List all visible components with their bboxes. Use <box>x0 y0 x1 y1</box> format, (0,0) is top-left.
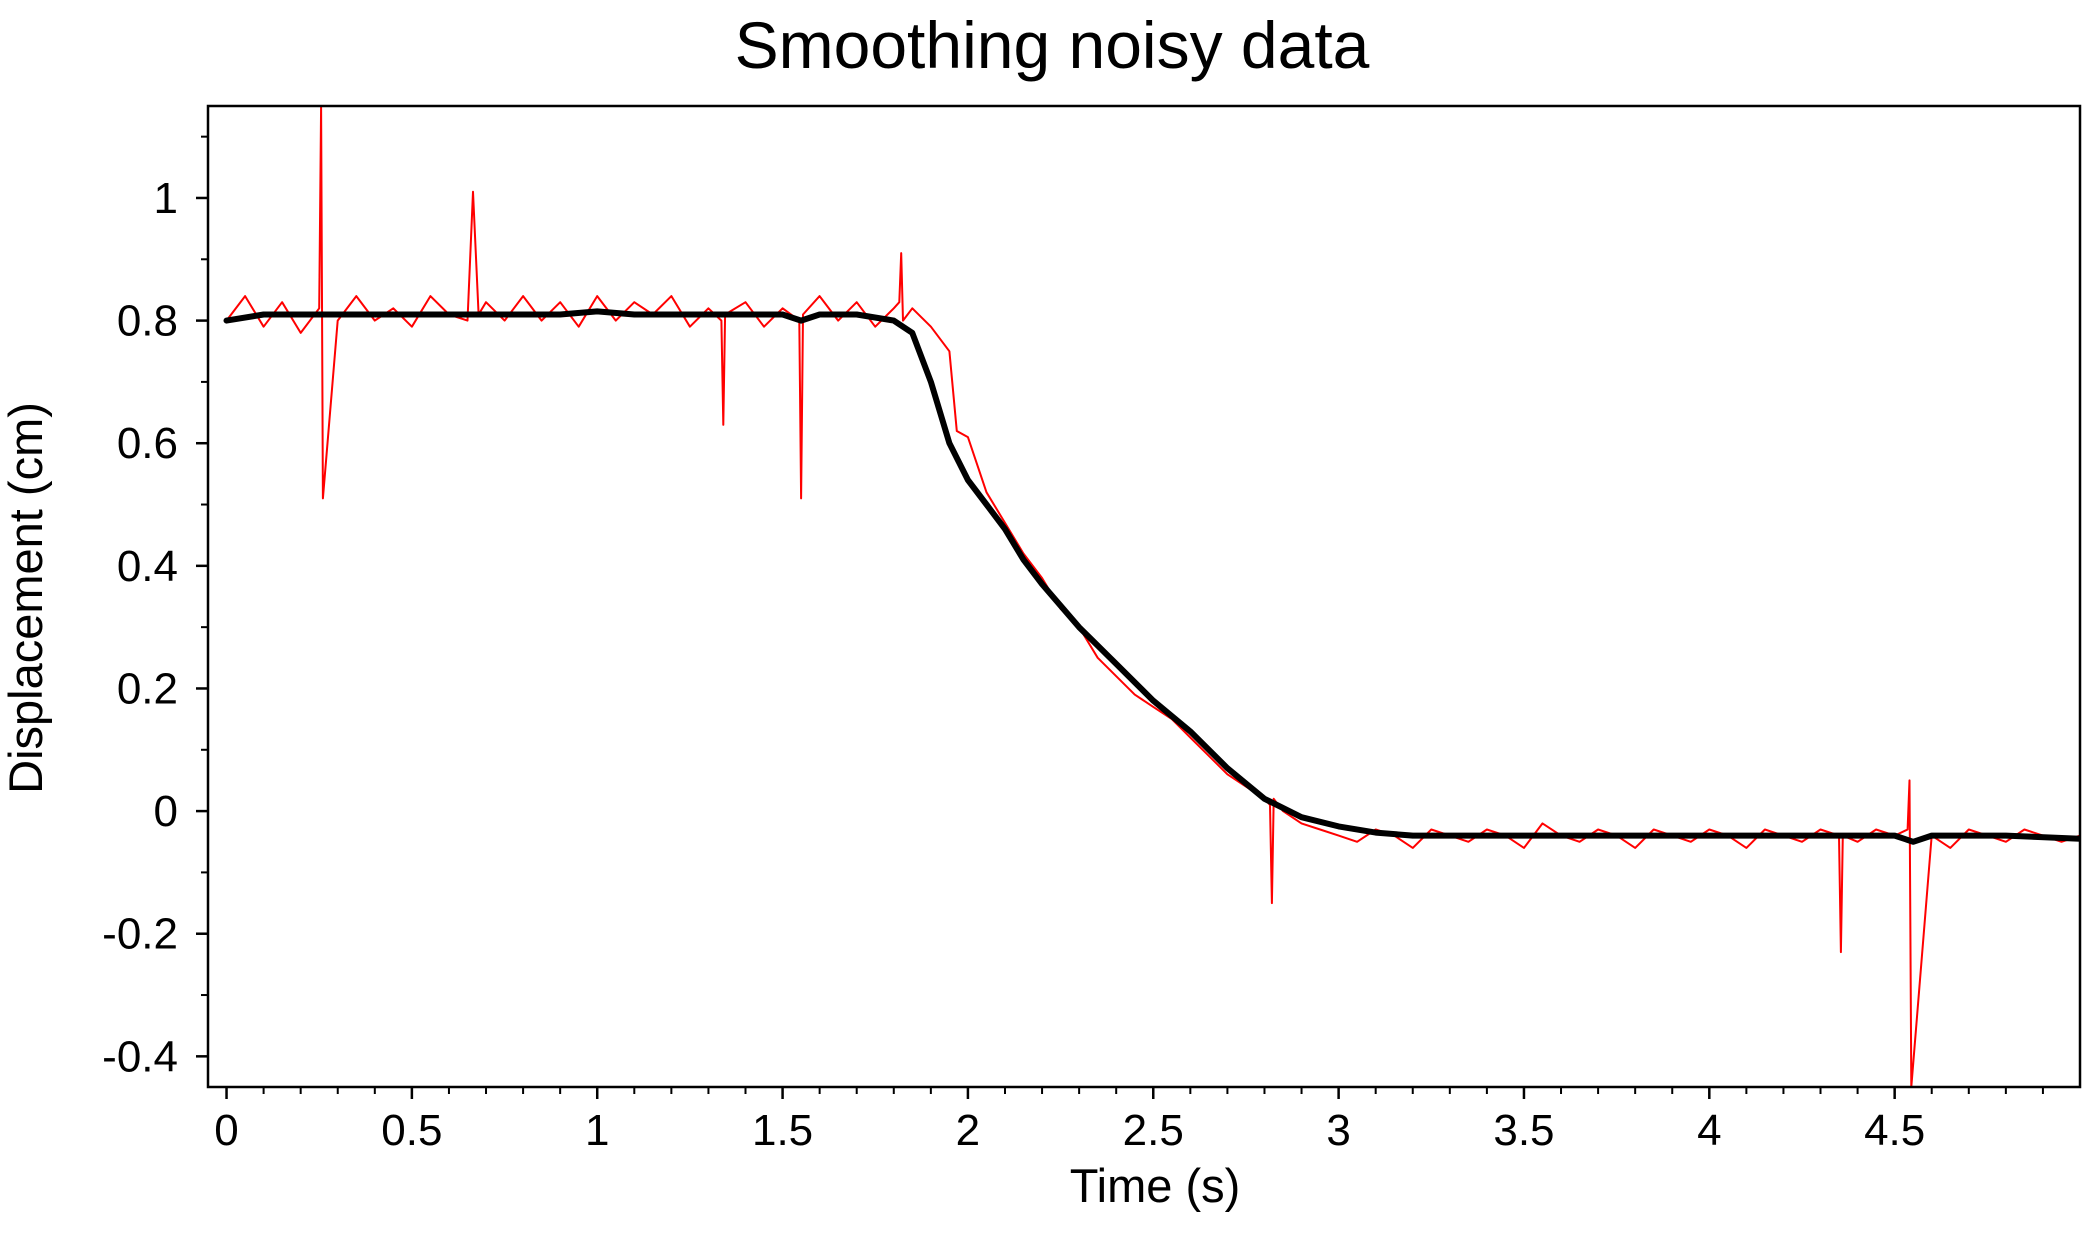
y-tick-label: 0.6 <box>117 419 178 468</box>
plot-frame <box>206 104 2082 1089</box>
x-tick-label: 1 <box>585 1106 609 1155</box>
x-tick-label: 2.5 <box>1123 1106 1184 1155</box>
y-axis-label-group: Displacement (cm) <box>0 402 52 794</box>
y-tick-label: -0.4 <box>102 1032 178 1081</box>
x-axis-label: Time (s) <box>1070 1159 1241 1212</box>
series-line-raw <box>225 106 2080 1087</box>
x-tick-label: 1.5 <box>752 1106 813 1155</box>
y-tick-label: 0.8 <box>117 297 178 346</box>
x-tick-label: 4 <box>1697 1106 1721 1155</box>
x-tick-label: 3 <box>1326 1106 1350 1155</box>
axes-layer: 1 0.8 0.6 0.4 0.2 0 -0.2 -0.4 0 0.5 1 1.5 2 2.5 3 3.5 4 4… <box>102 104 2082 1155</box>
x-tick-label: 4.5 <box>1864 1106 1925 1155</box>
chart-title: Smoothing noisy data <box>735 8 1370 82</box>
x-tick-label: 0 <box>214 1106 238 1155</box>
y-tick-label: 0.2 <box>117 664 178 713</box>
series-layer <box>223 106 2080 1087</box>
x-tick-label: 2 <box>956 1106 980 1155</box>
y-tick-label: -0.2 <box>102 910 178 959</box>
y-tick-label: 0 <box>154 787 178 836</box>
y-tick-label: 1 <box>154 174 178 223</box>
x-tick-label: 0.5 <box>381 1106 442 1155</box>
x-tick-label: 3.5 <box>1493 1106 1554 1155</box>
y-tick-label: 0.4 <box>117 542 178 591</box>
series-line-smoothed <box>223 308 2080 845</box>
y-axis-label: Displacement (cm) <box>0 402 52 794</box>
